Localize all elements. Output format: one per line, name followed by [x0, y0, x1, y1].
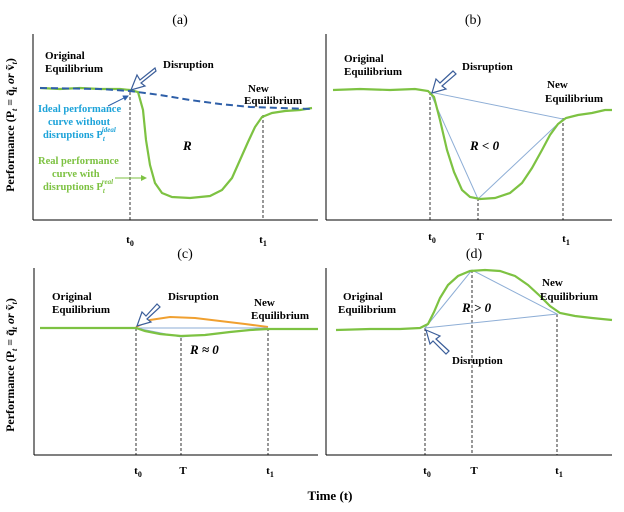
- panel-a-tick-t0: t0: [126, 234, 134, 248]
- panel-c-tick-t1: t1: [266, 465, 274, 479]
- panel-c: (c) t0 T t1 Original Equilibrium Disrupt…: [33, 247, 318, 479]
- panel-d-disruption-arrow: [425, 328, 450, 355]
- panel-d-tick-t0: t0: [423, 465, 431, 479]
- panel-a-disruption-label: Disruption: [163, 59, 214, 71]
- y-axis-label: Performance (Pt = q̃t or ṽt): [3, 298, 19, 432]
- panel-a-R-label: R: [182, 138, 192, 153]
- panel-label-c: (c): [177, 247, 193, 262]
- panel-c-orange-curve: [135, 315, 269, 328]
- panel-c-real-curve: [40, 326, 318, 338]
- panel-d-triangle: [423, 269, 559, 329]
- y-axis-label-top: Performance (Pt = q̃t or ṽt): [3, 58, 19, 192]
- panel-d-new-label: New Equilibrium: [540, 277, 598, 303]
- panel-label-b: (b): [465, 13, 482, 28]
- panel-label-a: (a): [172, 13, 188, 28]
- panel-b-triangle: [429, 91, 565, 200]
- panel-b-disruption-arrow: [431, 70, 457, 94]
- panel-d-disruption-label: Disruption: [452, 355, 503, 367]
- panel-c-disruption-label: Disruption: [168, 291, 219, 303]
- panel-d-tick-T: T: [470, 465, 478, 477]
- panel-a-ideal-label: Ideal performance curve without disrupti…: [38, 104, 124, 143]
- panel-a-real-label: Real performance curve with disruptions …: [38, 156, 121, 195]
- panel-a: (a) t0 t1 Original Equilibrium Disruptio…: [32, 13, 318, 248]
- panel-d-tick-t1: t1: [555, 465, 563, 479]
- panel-c-new-label: New Equilibrium: [251, 297, 309, 322]
- panel-b-disruption-label: Disruption: [462, 61, 513, 73]
- x-axis-label: Time (t): [308, 488, 353, 503]
- panel-b-new-label: New Equilibrium: [545, 79, 603, 105]
- panel-c-tick-t0: t0: [134, 465, 142, 479]
- panel-a-new-label: New Equilibrium: [244, 83, 302, 107]
- panel-d-real-curve: [335, 268, 613, 332]
- panel-b-tick-T: T: [476, 231, 484, 243]
- panel-a-disruption-arrow: [129, 66, 157, 91]
- panel-c-R-label: R ≈ 0: [189, 342, 219, 357]
- panel-a-original-label: Original Equilibrium: [45, 50, 103, 75]
- panel-d-original-label: Original Equilibrium: [338, 291, 396, 316]
- panel-c-disruption-arrow: [136, 303, 161, 327]
- panel-b-original-label: Original Equilibrium: [344, 53, 402, 78]
- panel-a-ideal-pointer: [107, 95, 129, 107]
- panel-c-tick-T: T: [179, 465, 187, 477]
- panel-label-d: (d): [466, 247, 483, 262]
- panel-a-real-curve: [39, 86, 313, 200]
- panel-c-original-label: Original Equilibrium: [52, 291, 110, 316]
- panel-d: (d) t0 T t1 Original Equilibrium Disrupt…: [325, 247, 613, 479]
- panel-b-R-label: R < 0: [469, 138, 500, 153]
- panel-b-tick-t1: t1: [562, 233, 570, 247]
- panel-b: (b) t0 T t1 Original Equilibrium Disrupt…: [325, 13, 612, 247]
- panel-b-tick-t0: t0: [428, 231, 436, 245]
- panel-b-real-curve: [332, 87, 612, 201]
- panel-a-ideal-curve: [39, 87, 313, 110]
- panel-d-R-label: R > 0: [461, 300, 492, 315]
- panel-a-tick-t1: t1: [259, 234, 267, 248]
